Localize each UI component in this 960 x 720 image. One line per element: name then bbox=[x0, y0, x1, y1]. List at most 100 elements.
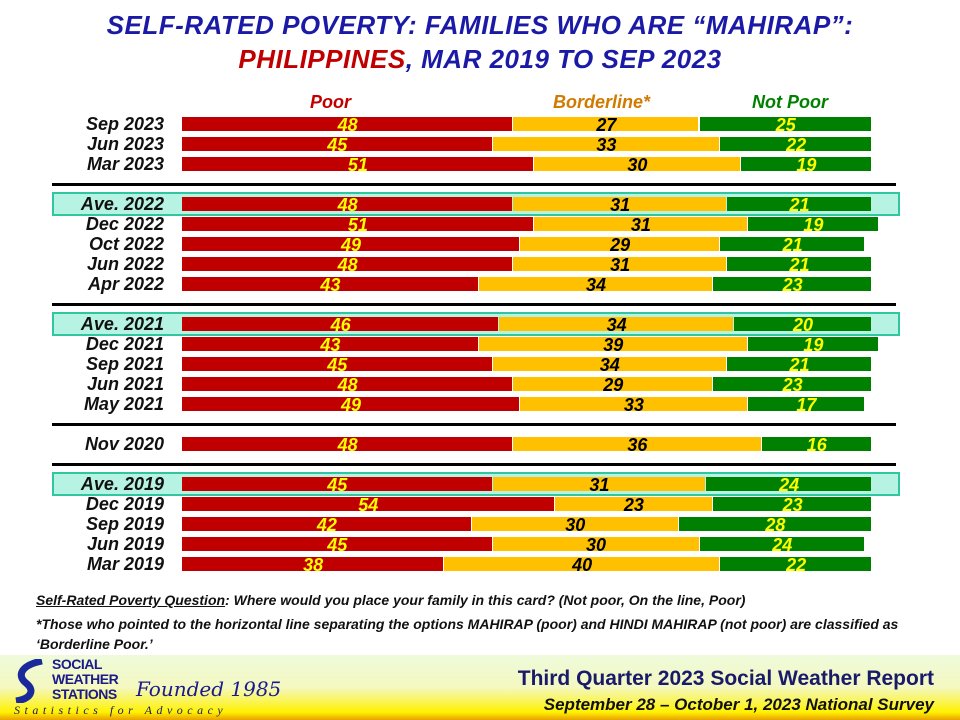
bar-not-poor bbox=[678, 517, 871, 531]
value-not-poor: 19 bbox=[803, 335, 824, 355]
value-borderline: 33 bbox=[596, 135, 617, 155]
logo-line1: SOCIAL bbox=[52, 656, 102, 672]
row-label: Sep 2021 bbox=[85, 354, 164, 374]
value-borderline: 34 bbox=[599, 355, 620, 375]
bar-borderline bbox=[520, 397, 747, 411]
row-label: Jun 2023 bbox=[86, 134, 164, 154]
question-text: : Where would you place your family in t… bbox=[225, 592, 746, 608]
value-poor: 45 bbox=[327, 135, 348, 155]
value-not-poor: 24 bbox=[772, 535, 793, 555]
bar-borderline bbox=[471, 517, 678, 531]
value-not-poor: 23 bbox=[782, 275, 803, 295]
bar-poor bbox=[182, 337, 478, 351]
bar-borderline bbox=[533, 217, 747, 231]
tagline: Statistics for Advocacy bbox=[14, 703, 228, 717]
bar-borderline bbox=[520, 237, 720, 251]
value-poor: 48 bbox=[337, 115, 358, 135]
bar-poor bbox=[182, 357, 492, 371]
value-borderline: 33 bbox=[623, 395, 644, 415]
legend-borderline: Borderline* bbox=[553, 92, 651, 112]
chart-title-line2: PHILIPPINES, MAR 2019 TO SEP 2023 bbox=[0, 44, 960, 75]
value-poor: 45 bbox=[327, 535, 348, 555]
bar-poor bbox=[182, 137, 492, 151]
value-not-poor: 24 bbox=[779, 475, 800, 495]
bar-borderline bbox=[533, 157, 740, 171]
value-poor: 48 bbox=[337, 375, 358, 395]
bar-borderline bbox=[513, 377, 713, 391]
value-poor: 48 bbox=[337, 255, 358, 275]
legend-not-poor: Not Poor bbox=[752, 92, 828, 112]
value-poor: 48 bbox=[337, 195, 358, 215]
bar-poor bbox=[182, 257, 513, 271]
value-borderline: 36 bbox=[627, 435, 648, 455]
bar-poor bbox=[182, 217, 533, 231]
bar-borderline bbox=[444, 557, 720, 571]
value-not-poor: 25 bbox=[775, 115, 796, 135]
value-not-poor: 28 bbox=[765, 515, 786, 535]
bar-borderline bbox=[492, 537, 699, 551]
footnote: *Those who pointed to the horizontal lin… bbox=[36, 616, 899, 652]
bar-not-poor bbox=[747, 397, 865, 411]
bar-poor bbox=[182, 317, 499, 331]
bar-not-poor bbox=[761, 437, 871, 451]
bar-borderline bbox=[499, 317, 733, 331]
value-poor: 45 bbox=[327, 475, 348, 495]
title-rest: , MAR 2019 TO SEP 2023 bbox=[405, 44, 722, 74]
value-poor: 48 bbox=[337, 435, 358, 455]
separator-line bbox=[52, 463, 896, 466]
value-borderline: 29 bbox=[610, 235, 631, 255]
bar-borderline bbox=[513, 197, 727, 211]
separator-line bbox=[52, 423, 896, 426]
bar-poor bbox=[182, 237, 520, 251]
bar-poor bbox=[182, 497, 554, 511]
value-poor: 42 bbox=[316, 515, 337, 535]
bar-poor bbox=[182, 397, 520, 411]
value-not-poor: 16 bbox=[806, 435, 827, 455]
bar-poor bbox=[182, 117, 513, 131]
separator-line bbox=[52, 183, 896, 186]
row-label: Nov 2020 bbox=[84, 434, 164, 454]
bar-poor bbox=[182, 437, 513, 451]
question-note: Self-Rated Poverty Question: Where would… bbox=[36, 590, 926, 610]
value-not-poor: 21 bbox=[789, 195, 810, 215]
bar-poor bbox=[182, 557, 444, 571]
bar-borderline bbox=[492, 137, 720, 151]
value-poor: 43 bbox=[320, 335, 341, 355]
row-label: Sep 2019 bbox=[85, 514, 164, 534]
value-poor: 45 bbox=[327, 355, 348, 375]
row-label: Jun 2021 bbox=[86, 374, 164, 394]
bar-not-poor bbox=[720, 237, 865, 251]
row-label: Ave. 2019 bbox=[80, 474, 164, 494]
value-poor: 43 bbox=[320, 275, 341, 295]
value-borderline: 31 bbox=[630, 215, 651, 235]
logo-line3: STATIONS bbox=[52, 686, 117, 702]
bar-not-poor bbox=[727, 197, 871, 211]
value-not-poor: 23 bbox=[782, 495, 803, 515]
stacked-bar-chart: Sep 2023 48 27 25 Jun 2023 45 33 22 Mar 2023 51 30… bbox=[52, 114, 900, 575]
bar-not-poor bbox=[740, 157, 871, 171]
value-not-poor: 21 bbox=[782, 235, 803, 255]
row-label: Mar 2023 bbox=[86, 154, 164, 174]
bar-borderline bbox=[492, 477, 706, 491]
row-label: Dec 2022 bbox=[85, 214, 164, 234]
value-borderline: 31 bbox=[610, 255, 631, 275]
value-poor: 46 bbox=[330, 315, 351, 335]
value-borderline: 31 bbox=[589, 475, 610, 495]
value-not-poor: 19 bbox=[796, 155, 817, 175]
chart-title-line1: SELF-RATED POVERTY: FAMILIES WHO ARE “MA… bbox=[106, 10, 854, 40]
bar-not-poor bbox=[713, 277, 871, 291]
founded-text: Founded 1985 bbox=[136, 677, 282, 701]
value-not-poor: 20 bbox=[792, 315, 814, 335]
value-not-poor: 17 bbox=[796, 395, 817, 415]
value-borderline: 27 bbox=[596, 115, 617, 135]
value-not-poor: 22 bbox=[786, 135, 807, 155]
bar-borderline bbox=[513, 257, 727, 271]
value-not-poor: 23 bbox=[782, 375, 803, 395]
row-label: Dec 2019 bbox=[85, 494, 164, 514]
bar-not-poor bbox=[747, 337, 878, 351]
value-not-poor: 19 bbox=[803, 215, 824, 235]
footer-banner: SOCIAL WEATHER STATIONS Founded 1985 Sta… bbox=[0, 655, 960, 720]
value-poor: 54 bbox=[358, 495, 379, 515]
bar-not-poor bbox=[713, 497, 871, 511]
value-poor: 51 bbox=[347, 155, 368, 175]
